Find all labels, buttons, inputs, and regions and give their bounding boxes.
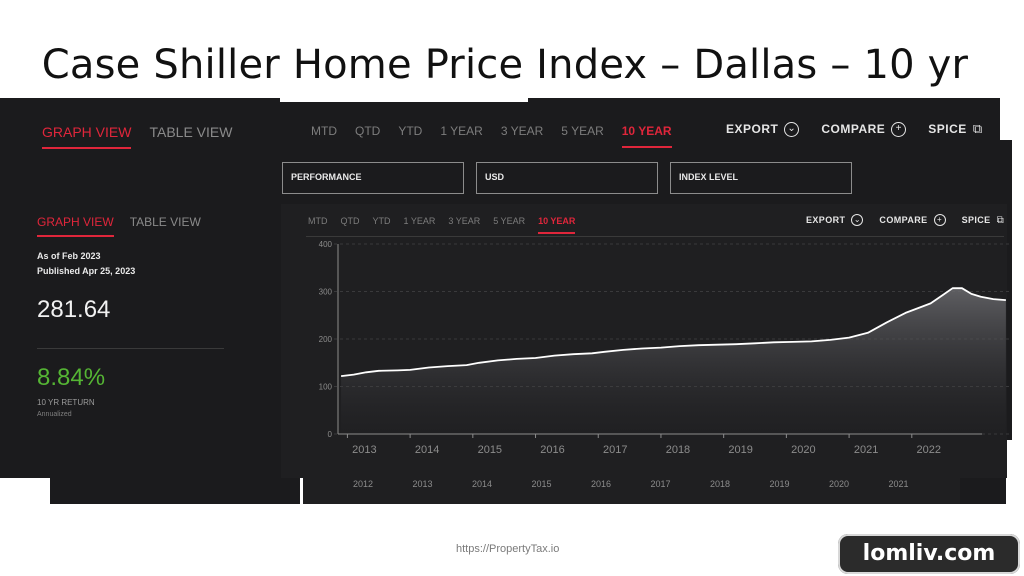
inner-spice-label: SPICE <box>961 215 991 225</box>
inner-export-label: EXPORT <box>806 215 846 225</box>
inner-period-ytd[interactable]: YTD <box>372 216 391 226</box>
export-button[interactable]: EXPORT ⌄ <box>726 121 800 137</box>
chevron-down-icon: ⌄ <box>784 121 800 137</box>
index-level-label: INDEX LEVEL <box>679 172 739 182</box>
slide-footer: https://PropertyTax.io <box>456 543 560 555</box>
period-1-year[interactable]: 1 YEAR <box>440 124 483 138</box>
outer-x-tick-label: 2015 <box>531 479 551 489</box>
inner-screenshot-bottom <box>303 478 960 504</box>
currency-label: USD <box>485 172 505 182</box>
period-ytd[interactable]: YTD <box>398 124 423 138</box>
outer-x-tick-label: 2018 <box>710 479 730 489</box>
x-tick-label: 2013 <box>352 444 376 456</box>
compare-button[interactable]: COMPARE + <box>821 121 907 137</box>
published-date: Published Apr 25, 2023 <box>37 266 136 276</box>
outer-x-tick-label: 2016 <box>591 479 611 489</box>
x-tick-label: 2020 <box>791 444 815 456</box>
inner-period-10-year[interactable]: 10 YEAR <box>538 216 576 234</box>
inner-header-divider <box>306 236 1004 237</box>
series-line <box>340 287 1006 377</box>
x-tick-label: 2017 <box>603 444 627 456</box>
index-level-dropdown[interactable]: INDEX LEVEL <box>670 162 852 194</box>
outer-screenshot-edge <box>960 478 1006 504</box>
currency-dropdown[interactable]: USD <box>476 162 658 194</box>
x-tick-label: 2014 <box>415 444 439 456</box>
x-tick-label: 2021 <box>854 444 878 456</box>
inner-period-1-year[interactable]: 1 YEAR <box>403 216 436 226</box>
period-3-year[interactable]: 3 YEAR <box>500 124 544 138</box>
outer-x-tick-label: 2017 <box>650 479 670 489</box>
inner-tab-graph-view[interactable]: GRAPH VIEW <box>37 215 114 237</box>
outer-screenshot-bottom <box>50 470 300 504</box>
export-label: EXPORT <box>726 122 779 136</box>
return-label: 10 YR RETURN <box>37 398 95 407</box>
inner-period-3-year[interactable]: 3 YEAR <box>448 216 481 226</box>
outer-x-tick-label: 2019 <box>769 479 789 489</box>
inner-plus-icon: + <box>933 214 946 226</box>
return-percent: 8.84% <box>37 364 106 391</box>
x-tick-label: 2018 <box>666 444 690 456</box>
as-of-date: As of Feb 2023 <box>37 251 101 261</box>
period-5-year[interactable]: 5 YEAR <box>561 124 604 138</box>
inner-view-tabs: GRAPH VIEW TABLE VIEW <box>37 215 201 237</box>
inner-chevron-down-icon: ⌄ <box>851 214 864 226</box>
x-tick-label: 2022 <box>917 444 941 456</box>
inner-compare-label: COMPARE <box>879 215 928 225</box>
x-tick-label: 2015 <box>478 444 502 456</box>
inner-period-5-year[interactable]: 5 YEAR <box>493 216 526 226</box>
summary-divider <box>37 348 224 349</box>
x-tick-label: 2016 <box>540 444 564 456</box>
return-sub-label: Annualized <box>37 411 72 418</box>
inner-export-button[interactable]: EXPORT ⌄ <box>806 214 864 226</box>
compare-label: COMPARE <box>821 122 886 136</box>
as-of-info: As of Feb 2023 Published Apr 25, 2023 <box>37 249 135 279</box>
outer-x-tick-label: 2020 <box>829 479 849 489</box>
tab-table-view[interactable]: TABLE VIEW <box>149 124 233 140</box>
watermark-logo: lomliv.com <box>838 534 1020 574</box>
inner-tab-table-view[interactable]: TABLE VIEW <box>129 215 201 229</box>
performance-dropdown[interactable]: PERFORMANCE <box>282 162 464 194</box>
outer-period-selector: MTD QTD YTD 1 YEAR 3 YEAR 5 YEAR 10 YEAR <box>311 124 672 148</box>
inner-period-mtd[interactable]: MTD <box>308 216 328 226</box>
tab-graph-view[interactable]: GRAPH VIEW <box>42 124 132 149</box>
inner-period-selector: MTD QTD YTD 1 YEAR 3 YEAR 5 YEAR 10 YEAR <box>308 216 576 234</box>
performance-label: PERFORMANCE <box>291 172 362 182</box>
outer-x-tick-label: 2021 <box>888 479 908 489</box>
y-tick-label: 200 <box>319 335 333 344</box>
y-tick-label: 300 <box>319 288 333 297</box>
outer-x-tick-label: 2012 <box>353 479 373 489</box>
period-qtd[interactable]: QTD <box>355 124 381 138</box>
y-tick-label: 0 <box>328 430 333 439</box>
title-overlap <box>280 98 528 102</box>
slide-title: Case Shiller Home Price Index – Dallas –… <box>41 42 969 88</box>
y-tick-label: 100 <box>319 383 333 392</box>
period-10-year[interactable]: 10 YEAR <box>621 124 672 148</box>
period-mtd[interactable]: MTD <box>311 124 337 138</box>
external-link-icon: ⧉ <box>972 121 983 136</box>
index-value: 281.64 <box>37 296 111 323</box>
y-tick-label: 400 <box>319 240 333 249</box>
outer-actions: EXPORT ⌄ COMPARE + SPICE ⧉ <box>726 121 983 137</box>
x-tick-label: 2019 <box>728 444 752 456</box>
outer-view-tabs: GRAPH VIEW TABLE VIEW <box>42 124 232 149</box>
inner-compare-button[interactable]: COMPARE + <box>879 214 946 226</box>
plus-icon: + <box>891 121 907 137</box>
outer-x-tick-label: 2014 <box>472 479 492 489</box>
spice-label: SPICE <box>928 122 967 136</box>
inner-external-link-icon: ⧉ <box>996 214 1005 226</box>
series-area-fill <box>341 288 1006 434</box>
outer-x-tick-label: 2013 <box>412 479 432 489</box>
inner-actions: EXPORT ⌄ COMPARE + SPICE ⧉ <box>806 214 1004 226</box>
spice-button[interactable]: SPICE ⧉ <box>928 121 982 137</box>
inner-period-qtd[interactable]: QTD <box>340 216 360 226</box>
inner-spice-button[interactable]: SPICE ⧉ <box>962 214 1005 226</box>
